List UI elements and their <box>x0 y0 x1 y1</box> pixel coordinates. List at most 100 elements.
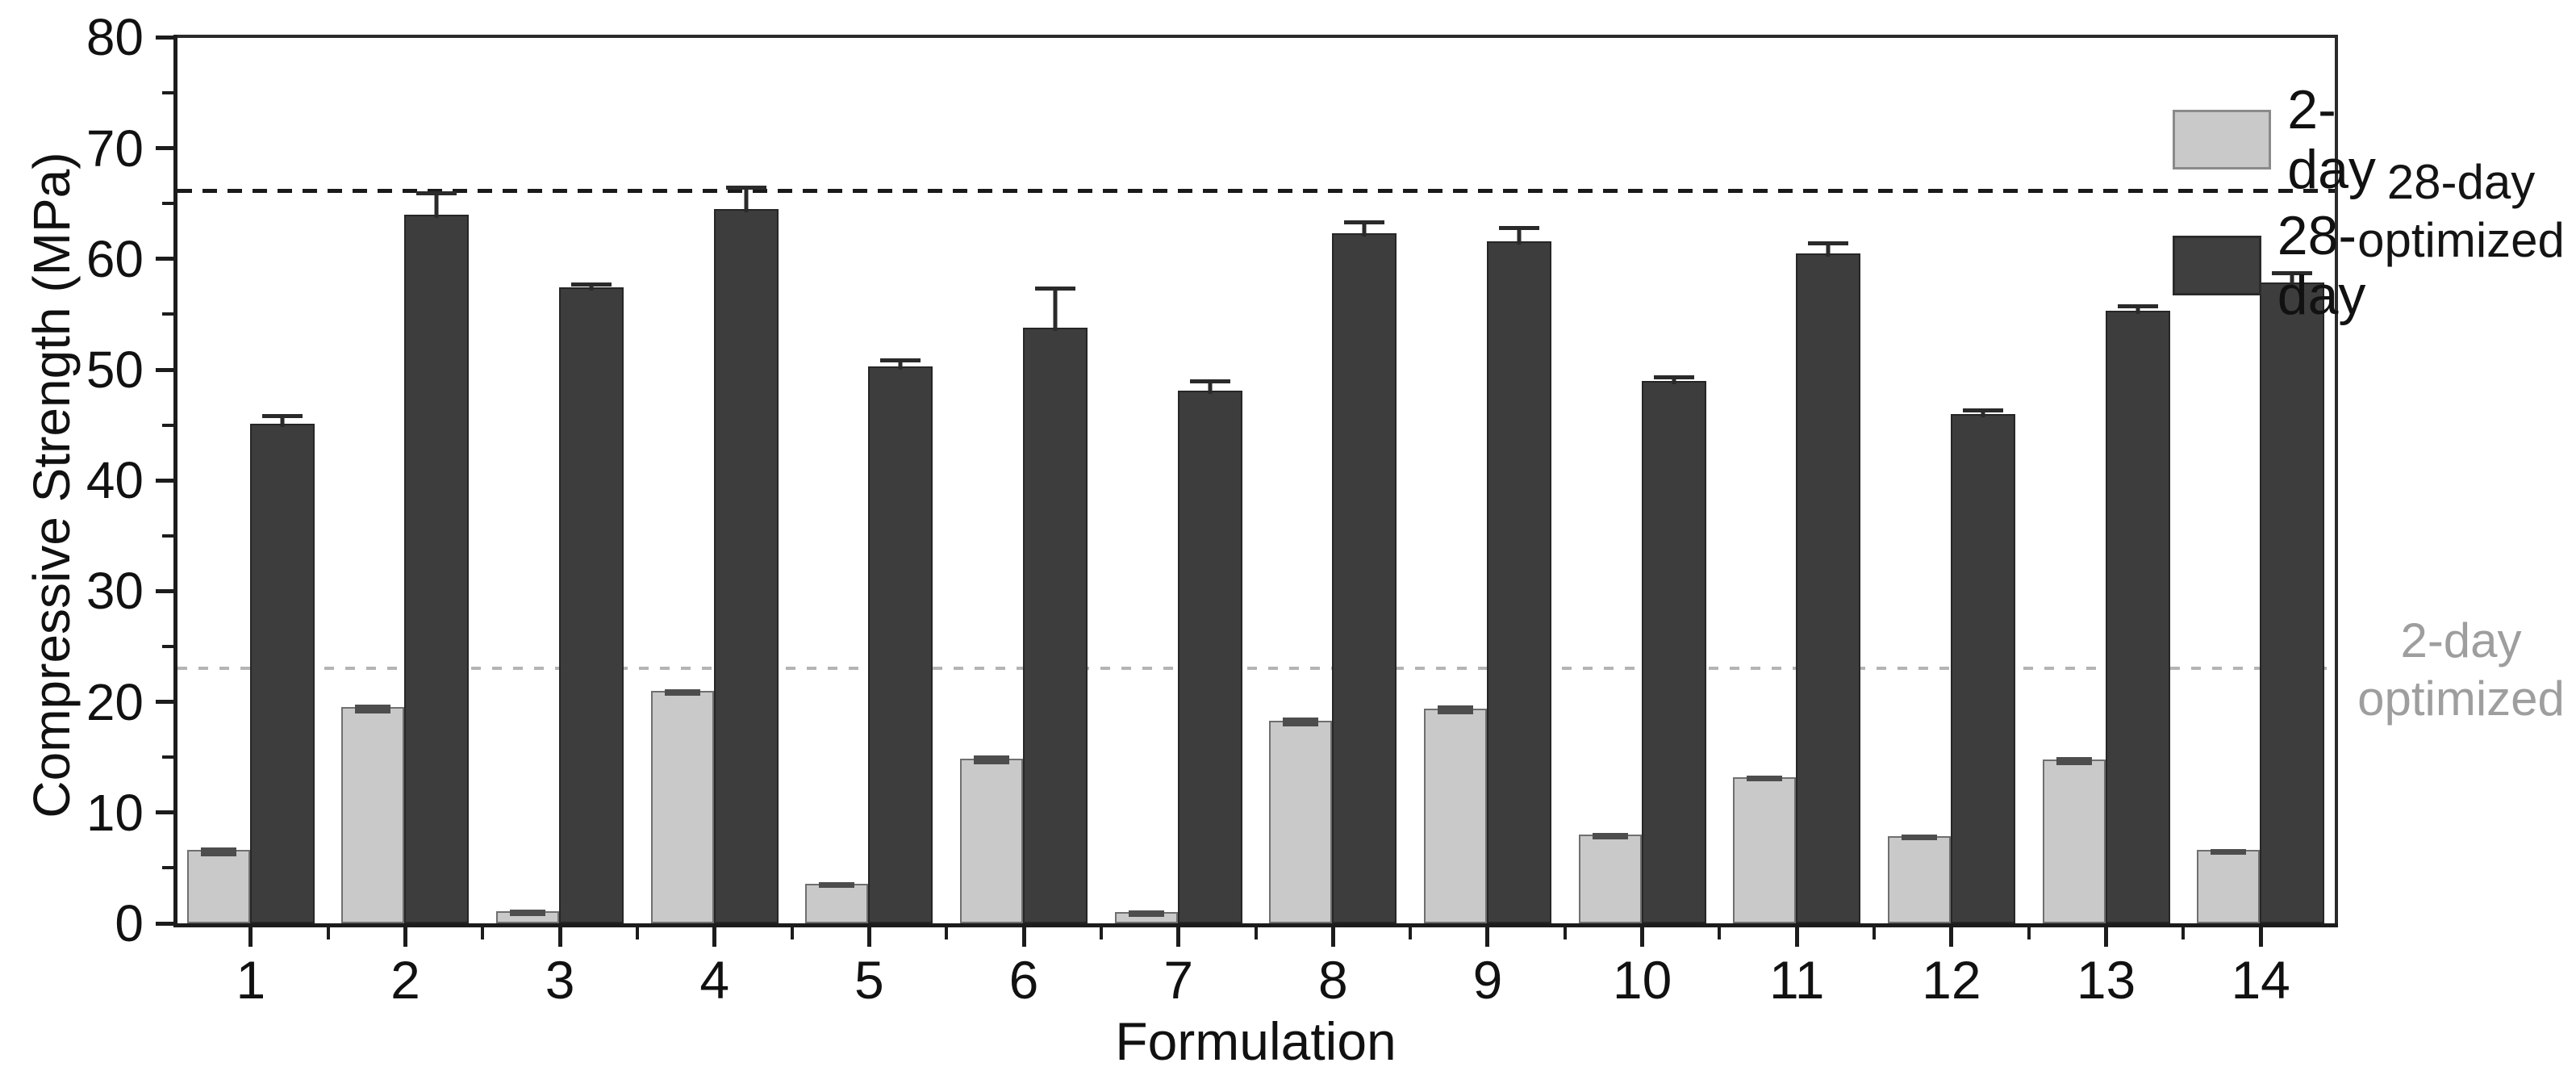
y-tick-35 <box>162 534 173 538</box>
formulation-9-group <box>1410 38 1565 923</box>
error-bar <box>2211 849 2247 855</box>
y-tick-label-10: 10 <box>86 783 144 842</box>
y-tick-25 <box>162 645 173 648</box>
error-bar <box>261 413 303 428</box>
x-tick-6 <box>1021 927 1026 947</box>
error-bar <box>510 909 546 916</box>
error-bar <box>2117 303 2158 315</box>
error-bar <box>2056 757 2092 765</box>
legend: 2-day 28-day <box>2173 80 2399 332</box>
y-tick-50 <box>156 367 173 372</box>
y-tick-label-30: 30 <box>86 562 144 621</box>
formulation-4-group <box>637 38 792 923</box>
x-tick-label-11: 11 <box>1768 950 1825 1010</box>
x-tick-minor-5 <box>945 927 949 939</box>
x-tick-minor-10 <box>1718 927 1722 939</box>
x-tick-label-1: 1 <box>236 950 266 1010</box>
error-bar <box>416 191 457 218</box>
plot-border-top <box>173 35 2338 38</box>
x-tick-label-3: 3 <box>545 950 575 1010</box>
formulation-2-group <box>328 38 483 923</box>
error-bar <box>1747 776 1783 782</box>
legend-swatch-2day <box>2173 110 2272 169</box>
x-tick-minor-6 <box>1099 927 1103 939</box>
bar-28-day-formulation-3 <box>559 282 624 923</box>
error-bar <box>1344 220 1385 237</box>
error-bar <box>1962 408 2003 417</box>
legend-swatch-28day <box>2173 236 2261 295</box>
bar-2-day-formulation-5 <box>805 882 869 923</box>
bar-2-day-formulation-7 <box>1114 910 1178 923</box>
x-tick-4 <box>712 927 717 947</box>
bar-28-day-formulation-11 <box>1796 241 1861 923</box>
refline-28-day-optimized <box>177 188 2335 193</box>
bar-2-day-formulation-11 <box>1733 776 1797 923</box>
bar-28-day-formulation-8 <box>1332 220 1397 923</box>
bar-2-day-formulation-6 <box>960 755 1024 923</box>
x-tick-3 <box>557 927 562 947</box>
x-axis-line <box>173 923 2338 927</box>
bar-28-day-formulation-9 <box>1486 225 1551 923</box>
legend-item-28day: 28-day <box>2173 206 2399 325</box>
error-bar <box>1592 833 1628 840</box>
y-tick-60 <box>156 257 173 262</box>
y-tick-15 <box>162 755 173 759</box>
x-tick-minor-11 <box>1873 927 1877 939</box>
x-tick-label-9: 9 <box>1472 950 1503 1010</box>
bar-series-container <box>173 38 2338 923</box>
bar-2-day-formulation-14 <box>2197 849 2261 923</box>
y-tick-5 <box>162 866 173 870</box>
bar-2-day-formulation-13 <box>2042 757 2106 923</box>
formulation-5-group <box>792 38 947 923</box>
error-bar <box>1498 225 1539 245</box>
x-tick-minor-7 <box>1254 927 1258 939</box>
y-tick-80 <box>156 35 173 40</box>
y-tick-75 <box>162 91 173 94</box>
bar-28-day-formulation-2 <box>404 191 470 923</box>
annotation-28day-optimized: 28-day optimized <box>2346 153 2576 270</box>
bar-28-day-formulation-6 <box>1023 287 1088 923</box>
annotation-2day-line1: 2-day <box>2400 613 2522 667</box>
bar-28-day-formulation-14 <box>2260 270 2325 923</box>
y-tick-label-60: 60 <box>86 229 144 288</box>
formulation-6-group <box>946 38 1101 923</box>
bar-2-day-formulation-12 <box>1887 835 1951 923</box>
x-tick-label-5: 5 <box>854 950 884 1010</box>
error-bar <box>1901 835 1937 841</box>
error-bar <box>880 358 921 370</box>
y-tick-label-80: 80 <box>86 8 144 67</box>
error-bar <box>725 186 766 213</box>
bar-28-day-formulation-5 <box>868 358 933 923</box>
annotation-2day-optimized: 2-day optimized <box>2346 612 2576 728</box>
error-bar <box>974 755 1010 765</box>
error-bar <box>1128 910 1164 918</box>
x-tick-label-2: 2 <box>390 950 420 1010</box>
bar-28-day-formulation-4 <box>713 186 779 923</box>
x-tick-label-14: 14 <box>2231 950 2290 1010</box>
x-tick-minor-12 <box>2027 927 2031 939</box>
x-tick-11 <box>1794 927 1799 947</box>
bar-2-day-formulation-2 <box>341 705 405 923</box>
bar-2-day-formulation-8 <box>1269 718 1333 923</box>
formulation-13-group <box>2029 38 2184 923</box>
y-tick-label-70: 70 <box>86 119 144 178</box>
x-tick-label-10: 10 <box>1612 950 1672 1010</box>
bar-28-day-formulation-1 <box>249 413 315 923</box>
x-tick-label-8: 8 <box>1317 950 1348 1010</box>
formulation-1-group <box>173 38 328 923</box>
annotation-2day-line2: optimized <box>2357 672 2565 726</box>
x-tick-9 <box>1485 927 1490 947</box>
formulation-11-group <box>1719 38 1874 923</box>
legend-label-28day: 28-day <box>2277 205 2366 326</box>
error-bar <box>1283 718 1319 727</box>
legend-item-2day: 2-day <box>2173 80 2399 199</box>
y-tick-10 <box>156 810 173 815</box>
x-tick-2 <box>403 927 407 947</box>
bar-28-day-formulation-12 <box>1950 408 2015 923</box>
formulation-12-group <box>1874 38 2029 923</box>
legend-label-2day: 2-day <box>2287 79 2376 200</box>
error-bar <box>1653 374 1694 384</box>
x-tick-13 <box>2104 927 2109 947</box>
error-bar <box>819 882 855 888</box>
annotation-28day-line1: 28-day <box>2386 155 2536 209</box>
